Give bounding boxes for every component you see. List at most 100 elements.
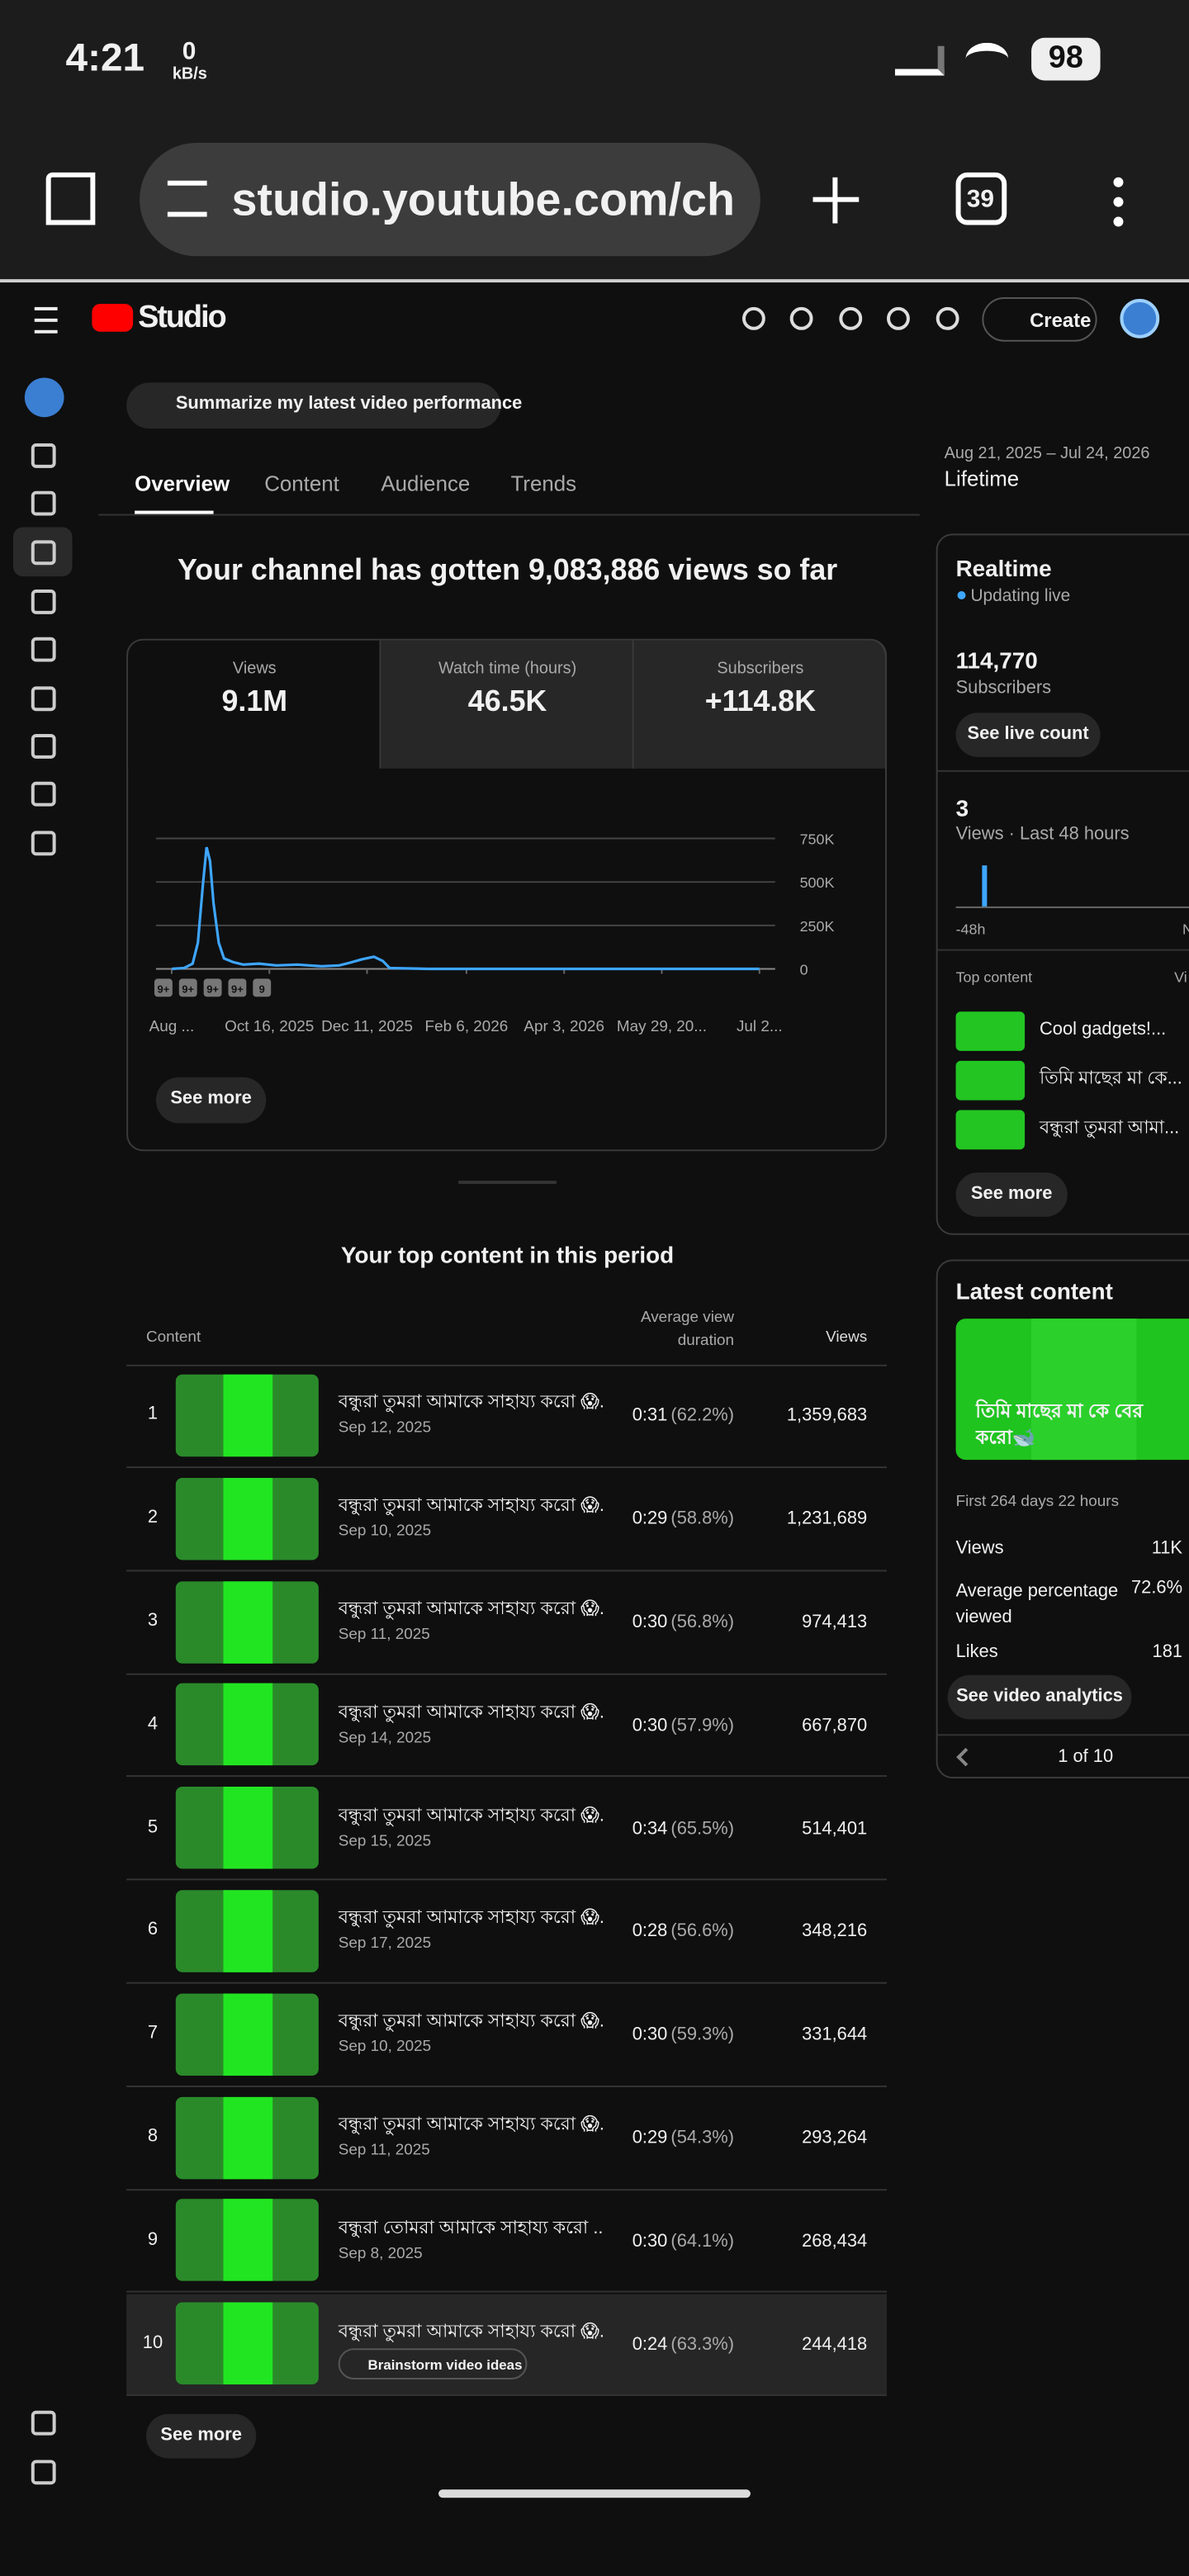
tab[interactable]: Overview bbox=[135, 471, 230, 497]
live-count-button[interactable] bbox=[955, 713, 1101, 757]
latest-age: First 264 days 22 hours bbox=[955, 1493, 1120, 1512]
metric-tab[interactable] bbox=[381, 640, 634, 769]
nav-icon[interactable] bbox=[31, 443, 56, 468]
tab-switcher[interactable] bbox=[955, 172, 1007, 225]
table-row[interactable] bbox=[126, 2191, 888, 2294]
nav-icon[interactable] bbox=[31, 686, 56, 712]
header-icon[interactable] bbox=[789, 306, 813, 330]
tab-underline bbox=[135, 510, 214, 514]
x-tick-label: Apr 3, 2026 bbox=[523, 1018, 604, 1035]
item-thumbnail[interactable] bbox=[955, 1060, 1026, 1101]
table-see-more-label[interactable]: See more bbox=[160, 2426, 242, 2446]
nav-icon[interactable] bbox=[31, 831, 56, 856]
tab[interactable]: Trends bbox=[510, 471, 577, 497]
views: 268,434 bbox=[802, 2231, 868, 2252]
hamburger-line[interactable] bbox=[34, 329, 58, 334]
hamburger-line[interactable] bbox=[34, 318, 58, 322]
mini-axis-end: N bbox=[1182, 921, 1189, 938]
yt-logo[interactable] bbox=[92, 303, 134, 332]
thumbnail-strip bbox=[223, 1890, 273, 1972]
metric-value: 46.5K bbox=[467, 684, 547, 718]
create-button[interactable] bbox=[982, 296, 1097, 342]
video-title[interactable]: বন্ধুরা তুমরা আমাকে সাহায্য করো 😱... bbox=[338, 2321, 604, 2342]
sidebar-avatar[interactable] bbox=[24, 377, 64, 418]
url-bar[interactable] bbox=[140, 143, 760, 257]
video-title[interactable]: বন্ধুরা তুমরা আমাকে সাহায্য করো 😱... bbox=[338, 1393, 604, 1413]
brainstorm-chip[interactable] bbox=[338, 2348, 528, 2380]
nav-icon[interactable] bbox=[31, 637, 56, 662]
period[interactable]: Lifetime bbox=[944, 466, 1020, 492]
logo-text: Studio bbox=[138, 300, 227, 334]
x-tick-label: Jul 2... bbox=[737, 1018, 783, 1035]
metric-tab[interactable] bbox=[128, 640, 381, 769]
table-row[interactable] bbox=[126, 1882, 888, 1984]
event-marker bbox=[178, 978, 197, 997]
video-title[interactable]: বন্ধুরা তুমরা আমাকে সাহায্য করো 😱... bbox=[338, 2011, 604, 2032]
new-tab-v[interactable] bbox=[832, 177, 838, 224]
video-title[interactable]: বন্ধুরা তুমরা আমাকে সাহায্য করো 😱... bbox=[338, 2114, 604, 2135]
header-icon[interactable] bbox=[742, 306, 765, 330]
header-icon[interactable] bbox=[936, 306, 959, 330]
prompt-chip[interactable] bbox=[126, 382, 501, 429]
event-marker-label: 9+ bbox=[182, 983, 194, 995]
table-row[interactable] bbox=[126, 1778, 888, 1881]
realtime-see-more-label[interactable]: See more bbox=[970, 1184, 1053, 1205]
tab[interactable]: Audience bbox=[381, 471, 471, 497]
header-icon[interactable] bbox=[839, 306, 863, 330]
tab[interactable]: Content bbox=[264, 471, 339, 497]
avatar[interactable] bbox=[1120, 298, 1160, 339]
realtime-views-label: Views · Last 48 hours bbox=[955, 825, 1130, 845]
thumbnail-strip bbox=[223, 2199, 273, 2282]
nav-icon[interactable] bbox=[31, 540, 56, 566]
nav-icon[interactable] bbox=[31, 490, 56, 516]
video-title[interactable]: বন্ধুরা তুমরা আমাকে সাহায্য করো 😱... bbox=[338, 1806, 604, 1825]
table-row[interactable] bbox=[126, 1573, 888, 1674]
analytics-button[interactable] bbox=[947, 1674, 1132, 1720]
avg-duration: 0:29 bbox=[632, 1509, 668, 1530]
menu-dot[interactable] bbox=[1113, 197, 1124, 207]
table-row[interactable] bbox=[126, 1470, 888, 1572]
tab-divider bbox=[98, 514, 920, 516]
table-row[interactable] bbox=[126, 2088, 888, 2190]
menu-dot[interactable] bbox=[1113, 216, 1124, 227]
nav-icon[interactable] bbox=[31, 2460, 56, 2485]
menu-dot[interactable] bbox=[1113, 177, 1124, 187]
video-title[interactable]: বন্ধুরা তুমরা আমাকে সাহায্য করো 😱... bbox=[338, 1908, 604, 1929]
header-icon[interactable] bbox=[887, 306, 910, 330]
home-button[interactable] bbox=[45, 172, 96, 225]
chart-see-more[interactable] bbox=[155, 1077, 267, 1124]
divider bbox=[0, 279, 1189, 283]
prompt-text[interactable]: Summarize my latest video performance bbox=[175, 395, 523, 414]
hamburger-line[interactable] bbox=[34, 306, 58, 310]
item-title[interactable]: তিমি মাছের মা কে... bbox=[1040, 1069, 1182, 1090]
table-row[interactable] bbox=[126, 1366, 888, 1469]
nav-icon[interactable] bbox=[31, 781, 56, 807]
chart-see-more-label[interactable]: See more bbox=[170, 1089, 252, 1110]
latest-card bbox=[936, 1259, 1189, 1779]
table-row[interactable] bbox=[126, 1985, 888, 2087]
live-count-label[interactable]: See live count bbox=[967, 724, 1089, 745]
item-thumbnail[interactable] bbox=[955, 1011, 1026, 1051]
item-title[interactable]: Cool gadgets!... bbox=[1040, 1020, 1167, 1040]
video-title[interactable]: বন্ধুরা তোমরা আমাকে সাহায্য করো ... bbox=[338, 2218, 604, 2238]
video-title[interactable]: বন্ধুরা তুমরা আমাকে সাহায্য করো 😱... bbox=[338, 1599, 604, 1620]
x-tick-label: Oct 16, 2025 bbox=[225, 1018, 314, 1035]
item-title[interactable]: বন্ধুরা তুমরা আমা... bbox=[1040, 1119, 1180, 1139]
nav-icon[interactable] bbox=[31, 734, 56, 759]
video-title[interactable]: বন্ধুরা তুমরা আমাকে সাহায্য করো 😱... bbox=[338, 1702, 604, 1723]
realtime-see-more[interactable] bbox=[955, 1172, 1068, 1217]
stat-label: Average percentage viewed bbox=[955, 1582, 1119, 1628]
video-title[interactable]: বন্ধুরা তুমরা আমাকে সাহায্য করো 😱... bbox=[338, 1496, 604, 1517]
table-see-more[interactable] bbox=[146, 2413, 257, 2459]
table-row[interactable] bbox=[126, 1676, 888, 1778]
metric-tab[interactable] bbox=[633, 640, 888, 769]
nav-icon[interactable] bbox=[31, 2410, 56, 2436]
analytics-label[interactable]: See video analytics bbox=[956, 1687, 1123, 1707]
thumbnail-strip bbox=[223, 2096, 273, 2179]
create-label[interactable]: Create bbox=[1030, 308, 1092, 332]
col-header: Views bbox=[826, 1328, 868, 1347]
brainstorm-label[interactable]: Brainstorm video ideas bbox=[367, 2356, 523, 2373]
item-thumbnail[interactable] bbox=[955, 1110, 1026, 1150]
nav-icon[interactable] bbox=[31, 590, 56, 614]
